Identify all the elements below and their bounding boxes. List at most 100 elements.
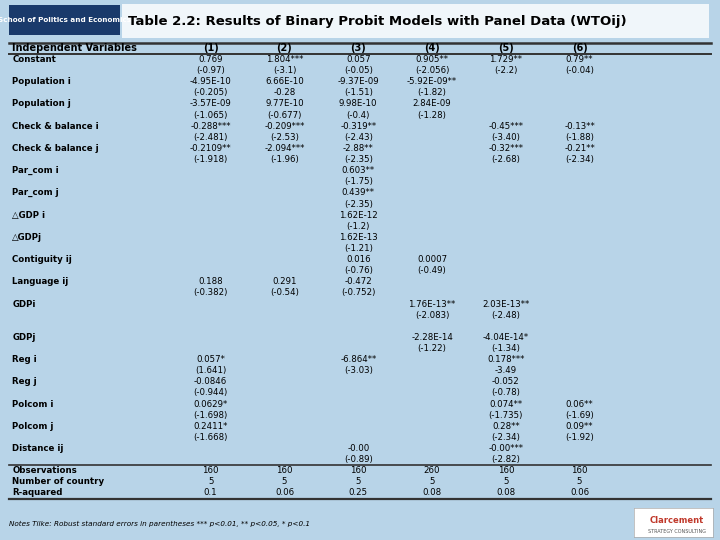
Text: 2.84E-09: 2.84E-09 <box>413 99 451 109</box>
Text: Check & balance j: Check & balance j <box>12 144 99 153</box>
Text: (-1.21): (-1.21) <box>344 244 373 253</box>
Text: -0.288***: -0.288*** <box>190 122 231 131</box>
Text: (-1.065): (-1.065) <box>194 111 228 119</box>
Text: -0.45***: -0.45*** <box>488 122 523 131</box>
Text: 160: 160 <box>350 466 366 475</box>
Text: (-0.49): (-0.49) <box>418 266 446 275</box>
Text: -4.04E-14*: -4.04E-14* <box>482 333 529 342</box>
Text: -0.00***: -0.00*** <box>488 444 523 453</box>
Text: -0.21**: -0.21** <box>564 144 595 153</box>
Text: STRATEGY CONSULTING: STRATEGY CONSULTING <box>648 529 706 535</box>
Text: (-1.96): (-1.96) <box>270 155 299 164</box>
Text: Par_com i: Par_com i <box>12 166 59 176</box>
Text: -0.00: -0.00 <box>347 444 369 453</box>
Text: -0.0846: -0.0846 <box>194 377 228 386</box>
Text: -3.57E-09: -3.57E-09 <box>190 99 232 109</box>
Text: (-1.735): (-1.735) <box>489 411 523 420</box>
Text: -0.472: -0.472 <box>344 278 372 286</box>
Text: (-0.89): (-0.89) <box>344 455 373 464</box>
Text: (-0.4): (-0.4) <box>346 111 370 119</box>
Text: 0.06: 0.06 <box>570 489 589 497</box>
Text: (1): (1) <box>203 43 219 53</box>
Text: (-1.82): (-1.82) <box>418 89 446 97</box>
Text: (2): (2) <box>276 43 292 53</box>
Text: -0.2109**: -0.2109** <box>190 144 232 153</box>
Text: Distance ij: Distance ij <box>12 444 63 453</box>
Text: 5: 5 <box>282 477 287 487</box>
Text: 0.178***: 0.178*** <box>487 355 524 364</box>
Text: Check & balance i: Check & balance i <box>12 122 99 131</box>
Text: -9.37E-09: -9.37E-09 <box>338 77 379 86</box>
Text: (-2.35): (-2.35) <box>344 199 373 208</box>
Text: (-0.97): (-0.97) <box>197 66 225 75</box>
Text: 0.79**: 0.79** <box>566 55 593 64</box>
Text: 0.769: 0.769 <box>199 55 223 64</box>
Text: -0.052: -0.052 <box>492 377 520 386</box>
Text: 0.09**: 0.09** <box>566 422 593 431</box>
Text: (-2.48): (-2.48) <box>491 310 521 320</box>
Text: (-0.752): (-0.752) <box>341 288 375 298</box>
Text: -6.864**: -6.864** <box>340 355 377 364</box>
Text: 0.188: 0.188 <box>198 278 223 286</box>
Text: 160: 160 <box>202 466 219 475</box>
Text: Language ij: Language ij <box>12 278 68 286</box>
Text: 0.291: 0.291 <box>272 278 297 286</box>
Text: (-2.2): (-2.2) <box>494 66 518 75</box>
Text: Clarcement: Clarcement <box>650 516 704 525</box>
Text: 0.603**: 0.603** <box>342 166 375 175</box>
Text: 0.28**: 0.28** <box>492 422 520 431</box>
Text: 5: 5 <box>356 477 361 487</box>
Text: △GDP i: △GDP i <box>12 211 45 220</box>
Text: (-0.78): (-0.78) <box>491 388 521 397</box>
Text: 260: 260 <box>424 466 440 475</box>
Text: (-1.51): (-1.51) <box>344 89 373 97</box>
Text: Polcom i: Polcom i <box>12 400 53 409</box>
Text: (-0.54): (-0.54) <box>270 288 299 298</box>
Text: Observations: Observations <box>12 466 77 475</box>
Text: 1.76E-13**: 1.76E-13** <box>408 300 456 308</box>
Text: 5: 5 <box>429 477 435 487</box>
Text: 160: 160 <box>276 466 293 475</box>
Text: 1.62E-13: 1.62E-13 <box>339 233 377 242</box>
Text: Notes Tilke: Robust standard errors in parentheses *** p<0.01, ** p<0.05, * p<0.: Notes Tilke: Robust standard errors in p… <box>9 521 310 527</box>
Text: 9.98E-10: 9.98E-10 <box>339 99 377 109</box>
Text: (1.641): (1.641) <box>195 366 226 375</box>
Text: (6): (6) <box>572 43 588 53</box>
Text: 9.77E-10: 9.77E-10 <box>265 99 304 109</box>
Text: (5): (5) <box>498 43 513 53</box>
Text: (-2.481): (-2.481) <box>194 133 228 142</box>
Text: -2.094***: -2.094*** <box>264 144 305 153</box>
Text: (-2.35): (-2.35) <box>344 155 373 164</box>
Text: (-1.75): (-1.75) <box>344 177 373 186</box>
Text: 160: 160 <box>498 466 514 475</box>
Text: (-1.88): (-1.88) <box>565 133 594 142</box>
Text: 1.729**: 1.729** <box>490 55 522 64</box>
Text: 5: 5 <box>577 477 582 487</box>
Text: △GDPj: △GDPj <box>12 233 42 242</box>
Text: (-0.382): (-0.382) <box>194 288 228 298</box>
Text: 2.03E-13**: 2.03E-13** <box>482 300 529 308</box>
Text: 0.2411*: 0.2411* <box>194 422 228 431</box>
Text: 5: 5 <box>503 477 508 487</box>
Text: (-2.083): (-2.083) <box>415 310 449 320</box>
Text: (-1.2): (-1.2) <box>346 222 370 231</box>
Text: (-1.698): (-1.698) <box>194 411 228 420</box>
Text: 0.905**: 0.905** <box>415 55 449 64</box>
Text: 6.66E-10: 6.66E-10 <box>265 77 304 86</box>
Text: Polcom j: Polcom j <box>12 422 53 431</box>
Text: Number of country: Number of country <box>12 477 104 487</box>
Text: 1.62E-12: 1.62E-12 <box>339 211 377 220</box>
Text: Constant: Constant <box>12 55 56 64</box>
Text: Par_com j: Par_com j <box>12 188 59 198</box>
Text: 1.804***: 1.804*** <box>266 55 303 64</box>
Text: 0.016: 0.016 <box>346 255 371 264</box>
Text: 0.074**: 0.074** <box>490 400 523 409</box>
Text: (-0.944): (-0.944) <box>194 388 228 397</box>
Text: -0.28: -0.28 <box>274 89 296 97</box>
Text: (-1.28): (-1.28) <box>418 111 446 119</box>
Text: 0.06**: 0.06** <box>566 400 593 409</box>
Text: Reg j: Reg j <box>12 377 37 386</box>
Text: (4): (4) <box>424 43 440 53</box>
Text: 0.1: 0.1 <box>204 489 217 497</box>
Text: (-1.668): (-1.668) <box>194 433 228 442</box>
